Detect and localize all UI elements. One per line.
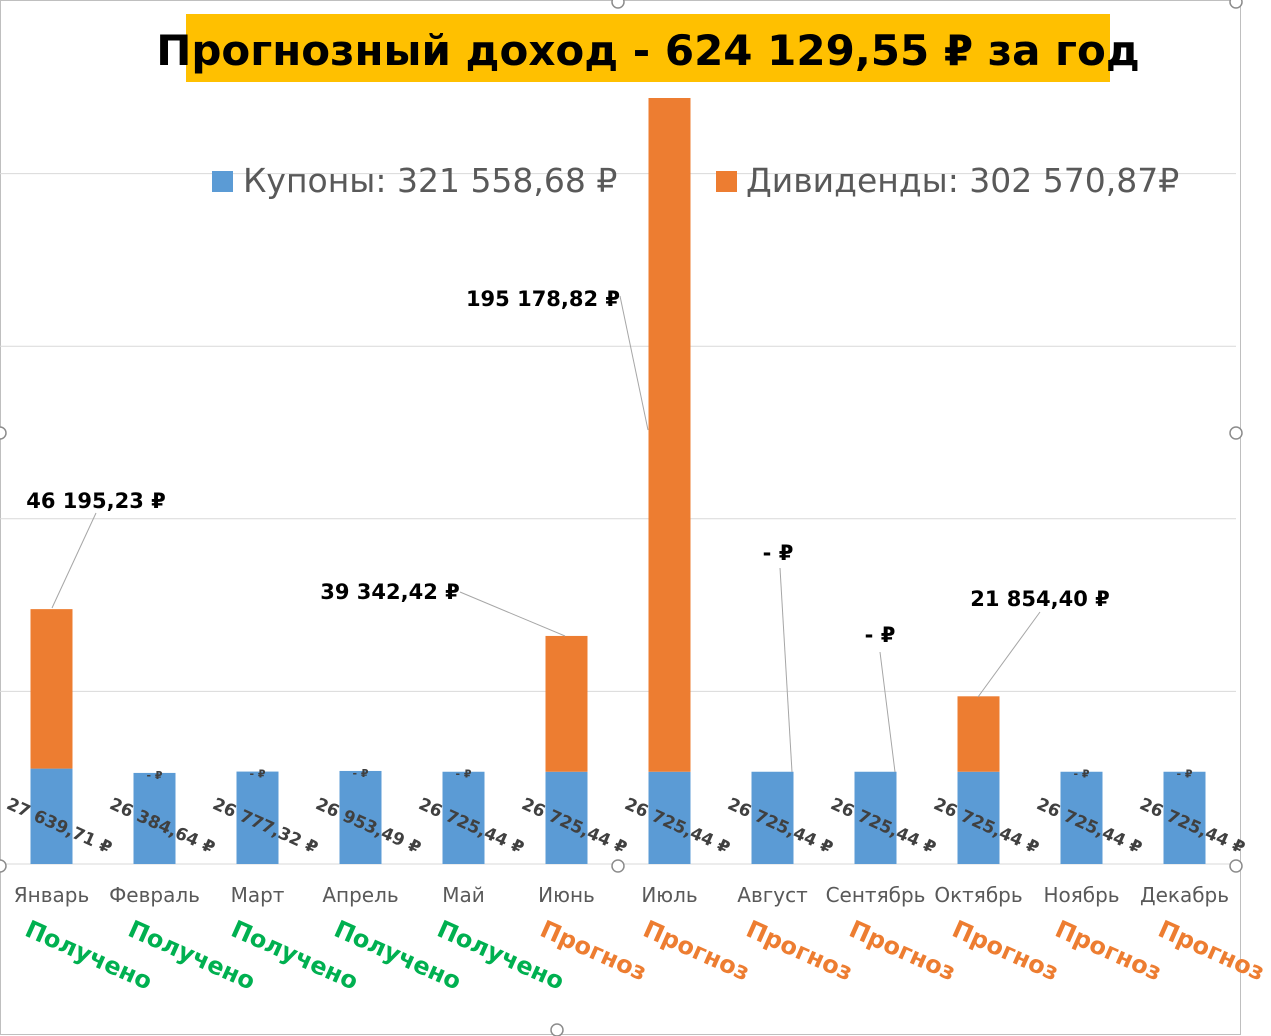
bar-dividends[interactable] (648, 98, 691, 772)
dividend-data-label: 46 195,23 ₽ (26, 489, 166, 513)
bar-coupons[interactable] (1060, 771, 1103, 864)
dividend-data-label: - ₽ (1176, 768, 1192, 781)
dividend-data-label: - ₽ (865, 623, 896, 647)
bar-coupons[interactable] (442, 771, 485, 864)
status-label: Прогноз (639, 915, 754, 987)
status-label: Прогноз (1154, 915, 1269, 987)
dividend-data-label: 21 854,40 ₽ (970, 587, 1110, 611)
chart-title: Прогнозный доход - 624 129,55 ₽ за год (156, 26, 1140, 75)
title-background (186, 14, 1110, 82)
bar-coupons[interactable] (30, 768, 73, 864)
resize-handle[interactable] (0, 426, 7, 440)
x-tick-label: Август (737, 883, 808, 907)
status-label: Прогноз (742, 915, 857, 987)
bar-coupons[interactable] (236, 771, 279, 864)
dividend-data-label: - ₽ (1073, 768, 1089, 781)
bar-dividends[interactable] (30, 609, 73, 769)
x-tick-label: Июнь (538, 883, 595, 907)
legend-label: Дивиденды: 302 570,87₽ (746, 161, 1179, 200)
bar-coupons[interactable] (854, 771, 897, 864)
bar-coupons[interactable] (648, 771, 691, 864)
x-tick-label: Ноябрь (1043, 883, 1119, 907)
dividend-data-label: - ₽ (763, 541, 794, 565)
status-label: Прогноз (1051, 915, 1166, 987)
leader-line (459, 591, 566, 637)
dividend-data-label: - ₽ (146, 769, 162, 782)
x-tick-label: Декабрь (1140, 883, 1229, 907)
x-tick-label: Май (442, 883, 485, 907)
bar-coupons[interactable] (545, 771, 588, 864)
bar-coupons[interactable] (339, 770, 382, 864)
dividend-data-label: 39 342,42 ₽ (320, 580, 460, 604)
bar-dividends[interactable] (957, 696, 1000, 772)
leader-line (51, 512, 97, 609)
x-tick-label: Март (231, 883, 285, 907)
x-tick-label: Февраль (109, 883, 200, 907)
leader-line (879, 651, 896, 773)
bar-coupons[interactable] (751, 771, 794, 864)
x-tick-label: Июль (641, 883, 697, 907)
resize-handle[interactable] (611, 859, 625, 873)
legend-swatch (716, 171, 737, 192)
dividend-data-label: - ₽ (455, 768, 471, 781)
resize-handle[interactable] (1229, 0, 1243, 9)
resize-handle[interactable] (0, 859, 7, 873)
status-label: Прогноз (845, 915, 960, 987)
resize-handle[interactable] (550, 1023, 564, 1036)
resize-handle[interactable] (611, 0, 625, 9)
x-tick-label: Сентябрь (826, 883, 926, 907)
leader-line (779, 567, 793, 773)
bar-coupons[interactable] (957, 771, 1000, 864)
bar-coupons[interactable] (1163, 771, 1206, 864)
leader-line (977, 611, 1041, 698)
dividend-data-label: 195 178,82 ₽ (466, 287, 620, 311)
legend-label: Купоны: 321 558,68 ₽ (243, 161, 617, 200)
chart-frame[interactable] (0, 0, 1241, 1035)
status-label: Прогноз (948, 915, 1063, 987)
x-tick-label: Октябрь (934, 883, 1022, 907)
resize-handle[interactable] (1229, 859, 1243, 873)
leader-line (619, 295, 649, 431)
resize-handle[interactable] (1229, 426, 1243, 440)
bar-dividends[interactable] (545, 635, 588, 772)
dividend-data-label: - ₽ (352, 767, 368, 780)
x-tick-label: Апрель (322, 883, 398, 907)
dividend-data-label: - ₽ (249, 768, 265, 781)
legend-swatch (212, 171, 233, 192)
bar-coupons[interactable] (133, 772, 176, 864)
x-tick-label: Январь (14, 883, 90, 907)
